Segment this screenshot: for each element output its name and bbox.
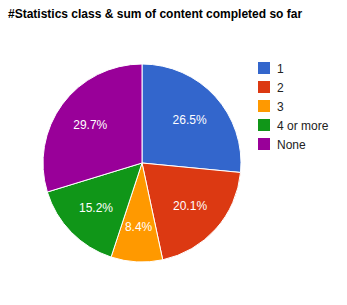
legend: 1 2 3 4 or more None (258, 62, 329, 152)
legend-label: 4 or more (277, 119, 329, 133)
data-label: 26.5% (173, 113, 207, 127)
data-label: 29.7% (73, 118, 107, 132)
legend-swatch (258, 119, 270, 131)
legend-item: 4 or more (258, 119, 329, 133)
legend-item: 1 (258, 62, 284, 76)
data-label: 8.4% (125, 220, 153, 234)
legend-label: 2 (277, 81, 284, 95)
legend-swatch (258, 62, 270, 74)
legend-item: 2 (258, 81, 284, 95)
legend-label: None (277, 138, 306, 152)
data-label: 15.2% (79, 201, 113, 215)
legend-swatch (258, 100, 270, 112)
legend-item: None (258, 138, 306, 152)
legend-item: 3 (258, 100, 284, 114)
legend-swatch (258, 81, 270, 93)
chart: #Statistics class & sum of content compl… (0, 0, 347, 305)
chart-title: #Statistics class & sum of content compl… (8, 7, 302, 21)
data-label: 20.1% (173, 199, 207, 213)
pie (43, 64, 241, 262)
pie-slice (142, 64, 241, 172)
legend-swatch (258, 138, 270, 150)
background (0, 0, 347, 305)
legend-label: 3 (277, 100, 284, 114)
data-labels: 26.5% 20.1% 8.4% 15.2% 29.7% (73, 113, 207, 235)
pie-slice (43, 64, 142, 192)
legend-label: 1 (277, 62, 284, 76)
